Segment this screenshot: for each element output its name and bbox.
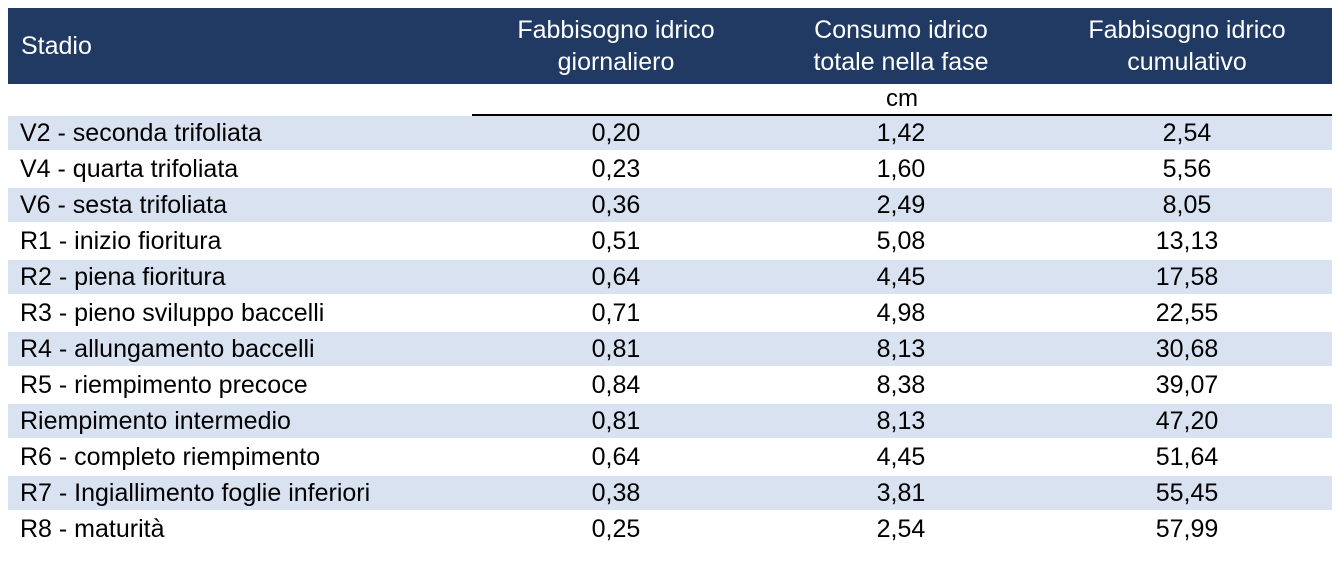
unit-label: cm xyxy=(472,84,1332,116)
daily-requirement-cell: 0,71 xyxy=(472,296,760,332)
daily-requirement-cell: 0,51 xyxy=(472,224,760,260)
stage-cell: V6 - sesta trifoliata xyxy=(8,188,472,224)
cumulative-cell: 57,99 xyxy=(1042,512,1332,548)
daily-requirement-cell: 0,64 xyxy=(472,440,760,476)
cumulative-cell: 17,58 xyxy=(1042,260,1332,296)
cumulative-cell: 13,13 xyxy=(1042,224,1332,260)
stage-cell: R4 - allungamento baccelli xyxy=(8,332,472,368)
daily-requirement-cell: 0,84 xyxy=(472,368,760,404)
cumulative-cell: 51,64 xyxy=(1042,440,1332,476)
cumulative-cell: 55,45 xyxy=(1042,476,1332,512)
cumulative-cell: 39,07 xyxy=(1042,368,1332,404)
header-stage: Stadio xyxy=(8,8,472,84)
table-body: V2 - seconda trifoliata 0,20 1,42 2,54 V4 - … xyxy=(8,116,1332,548)
header-line: Fabbisogno idrico xyxy=(517,16,715,44)
cumulative-cell: 22,55 xyxy=(1042,296,1332,332)
phase-total-cell: 4,45 xyxy=(760,440,1042,476)
phase-total-cell: 2,54 xyxy=(760,512,1042,548)
header-line: Fabbisogno idrico xyxy=(1088,16,1286,44)
phase-total-cell: 8,13 xyxy=(760,404,1042,440)
header-stage-label: Stadio xyxy=(21,32,92,60)
table-row: R7 - Ingiallimento foglie inferiori 0,38 3… xyxy=(8,476,1332,512)
stage-cell: R2 - piena fioritura xyxy=(8,260,472,296)
daily-requirement-cell: 0,64 xyxy=(472,260,760,296)
unit-row: cm xyxy=(8,84,1332,116)
page: Stadio Fabbisogno idrico giornaliero Con… xyxy=(8,8,1332,548)
daily-requirement-cell: 0,23 xyxy=(472,152,760,188)
stage-cell: R5 - riempimento precoce xyxy=(8,368,472,404)
stage-cell: R3 - pieno sviluppo baccelli xyxy=(8,296,472,332)
phase-total-cell: 1,60 xyxy=(760,152,1042,188)
header-row: Stadio Fabbisogno idrico giornaliero Con… xyxy=(8,8,1332,84)
table-row: R2 - piena fioritura 0,64 4,45 17,58 xyxy=(8,260,1332,296)
water-requirement-table: Stadio Fabbisogno idrico giornaliero Con… xyxy=(8,8,1332,548)
header-phase-total: Consumo idrico totale nella fase xyxy=(760,8,1042,84)
table-row: Riempimento intermedio 0,81 8,13 47,20 xyxy=(8,404,1332,440)
stage-cell: R7 - Ingiallimento foglie inferiori xyxy=(8,476,472,512)
daily-requirement-cell: 0,81 xyxy=(472,332,760,368)
header-line: cumulativo xyxy=(1127,48,1247,76)
stage-cell: Riempimento intermedio xyxy=(8,404,472,440)
phase-total-cell: 8,38 xyxy=(760,368,1042,404)
stage-cell: R1 - inizio fioritura xyxy=(8,224,472,260)
phase-total-cell: 2,49 xyxy=(760,188,1042,224)
phase-total-cell: 4,45 xyxy=(760,260,1042,296)
daily-requirement-cell: 0,38 xyxy=(472,476,760,512)
table-row: R1 - inizio fioritura 0,51 5,08 13,13 xyxy=(8,224,1332,260)
header-cumulative: Fabbisogno idrico cumulativo xyxy=(1042,8,1332,84)
phase-total-cell: 5,08 xyxy=(760,224,1042,260)
cumulative-cell: 8,05 xyxy=(1042,188,1332,224)
table-row: V6 - sesta trifoliata 0,36 2,49 8,05 xyxy=(8,188,1332,224)
phase-total-cell: 4,98 xyxy=(760,296,1042,332)
cumulative-cell: 2,54 xyxy=(1042,116,1332,152)
stage-cell: V4 - quarta trifoliata xyxy=(8,152,472,188)
table-row: V4 - quarta trifoliata 0,23 1,60 5,56 xyxy=(8,152,1332,188)
stage-cell: R8 - maturità xyxy=(8,512,472,548)
cumulative-cell: 30,68 xyxy=(1042,332,1332,368)
cumulative-cell: 47,20 xyxy=(1042,404,1332,440)
daily-requirement-cell: 0,36 xyxy=(472,188,760,224)
daily-requirement-cell: 0,81 xyxy=(472,404,760,440)
table-row: R4 - allungamento baccelli 0,81 8,13 30,68 xyxy=(8,332,1332,368)
table-row: R5 - riempimento precoce 0,84 8,38 39,07 xyxy=(8,368,1332,404)
table-header: Stadio Fabbisogno idrico giornaliero Con… xyxy=(8,8,1332,116)
table-row: R3 - pieno sviluppo baccelli 0,71 4,98 22,5… xyxy=(8,296,1332,332)
daily-requirement-cell: 0,25 xyxy=(472,512,760,548)
header-line: Consumo idrico xyxy=(814,16,988,44)
table-row: V2 - seconda trifoliata 0,20 1,42 2,54 xyxy=(8,116,1332,152)
phase-total-cell: 8,13 xyxy=(760,332,1042,368)
stage-cell: V2 - seconda trifoliata xyxy=(8,116,472,152)
header-daily-requirement: Fabbisogno idrico giornaliero xyxy=(472,8,760,84)
daily-requirement-cell: 0,20 xyxy=(472,116,760,152)
header-line: giornaliero xyxy=(557,48,675,76)
stage-cell: R6 - completo riempimento xyxy=(8,440,472,476)
phase-total-cell: 1,42 xyxy=(760,116,1042,152)
header-line: totale nella fase xyxy=(813,48,989,76)
table-row: R6 - completo riempimento 0,64 4,45 51,64 xyxy=(8,440,1332,476)
table-row: R8 - maturità 0,25 2,54 57,99 xyxy=(8,512,1332,548)
unit-spacer xyxy=(8,84,472,116)
phase-total-cell: 3,81 xyxy=(760,476,1042,512)
cumulative-cell: 5,56 xyxy=(1042,152,1332,188)
